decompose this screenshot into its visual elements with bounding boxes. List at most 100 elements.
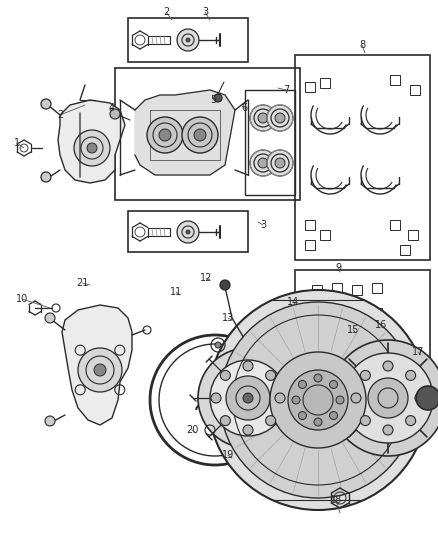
Circle shape xyxy=(220,416,230,426)
Circle shape xyxy=(330,340,438,456)
Circle shape xyxy=(406,370,416,381)
Circle shape xyxy=(314,374,322,382)
Circle shape xyxy=(194,129,206,141)
Circle shape xyxy=(211,393,221,403)
Text: 20: 20 xyxy=(186,425,198,435)
Circle shape xyxy=(265,416,276,426)
Bar xyxy=(320,78,330,88)
Circle shape xyxy=(74,130,110,166)
Text: 21: 21 xyxy=(76,278,88,288)
Circle shape xyxy=(275,393,285,403)
Bar xyxy=(372,283,382,293)
Circle shape xyxy=(210,360,286,436)
Circle shape xyxy=(220,302,416,498)
Circle shape xyxy=(416,386,438,410)
Text: 12: 12 xyxy=(200,273,212,283)
Circle shape xyxy=(87,143,97,153)
Bar xyxy=(312,335,322,345)
Circle shape xyxy=(258,113,268,123)
Circle shape xyxy=(406,416,416,426)
Circle shape xyxy=(250,150,276,176)
Bar xyxy=(390,75,400,85)
Circle shape xyxy=(186,38,190,42)
Circle shape xyxy=(351,393,361,403)
Bar xyxy=(295,270,430,365)
Circle shape xyxy=(220,370,230,381)
Circle shape xyxy=(177,29,199,51)
Text: 10: 10 xyxy=(16,294,28,304)
Circle shape xyxy=(360,416,371,426)
Circle shape xyxy=(415,393,425,403)
Circle shape xyxy=(298,411,307,419)
Circle shape xyxy=(243,393,253,403)
Circle shape xyxy=(298,381,307,389)
Polygon shape xyxy=(58,100,125,183)
Bar xyxy=(400,245,410,255)
Bar xyxy=(128,211,248,252)
Circle shape xyxy=(265,370,276,381)
Circle shape xyxy=(214,94,222,102)
Bar xyxy=(295,55,430,260)
Text: 8: 8 xyxy=(359,40,365,50)
Circle shape xyxy=(226,376,270,420)
Circle shape xyxy=(258,158,268,168)
Text: 19: 19 xyxy=(222,450,234,460)
Bar xyxy=(352,285,362,295)
Circle shape xyxy=(336,396,344,404)
Circle shape xyxy=(198,348,298,448)
Circle shape xyxy=(159,129,171,141)
Bar xyxy=(410,85,420,95)
Bar xyxy=(332,333,342,343)
Circle shape xyxy=(41,99,51,109)
Circle shape xyxy=(270,352,366,448)
Text: 17: 17 xyxy=(412,347,424,357)
Bar xyxy=(372,308,382,318)
Text: 1: 1 xyxy=(14,138,20,148)
Bar xyxy=(305,220,315,230)
Bar xyxy=(128,18,248,62)
Bar xyxy=(312,310,322,320)
Text: 3: 3 xyxy=(260,220,266,230)
Text: 4: 4 xyxy=(109,103,115,113)
Bar xyxy=(332,283,342,293)
Circle shape xyxy=(292,396,300,404)
Bar xyxy=(305,240,315,250)
Circle shape xyxy=(329,381,338,389)
Polygon shape xyxy=(62,305,132,425)
Circle shape xyxy=(329,411,338,419)
Polygon shape xyxy=(135,90,235,175)
Bar xyxy=(115,68,300,200)
Circle shape xyxy=(177,221,199,243)
Circle shape xyxy=(147,117,183,153)
Text: 5: 5 xyxy=(210,95,216,105)
Bar xyxy=(352,335,362,345)
Text: 16: 16 xyxy=(375,320,387,330)
Circle shape xyxy=(208,290,428,510)
Circle shape xyxy=(215,342,221,348)
Text: 18: 18 xyxy=(330,495,342,505)
Text: 15: 15 xyxy=(347,325,359,335)
Circle shape xyxy=(360,370,371,381)
Bar xyxy=(408,230,418,240)
Bar xyxy=(352,310,362,320)
Bar xyxy=(305,82,315,92)
Bar xyxy=(312,285,322,295)
Bar xyxy=(245,90,295,195)
Text: 3: 3 xyxy=(202,7,208,17)
Circle shape xyxy=(383,425,393,435)
Circle shape xyxy=(110,109,120,119)
Circle shape xyxy=(41,172,51,182)
Circle shape xyxy=(186,230,190,234)
Text: 2: 2 xyxy=(57,110,63,120)
Circle shape xyxy=(343,353,433,443)
Circle shape xyxy=(275,158,285,168)
Text: 9: 9 xyxy=(335,263,341,273)
Text: 14: 14 xyxy=(287,297,299,307)
Circle shape xyxy=(288,370,348,430)
Text: 6: 6 xyxy=(241,103,247,113)
Bar xyxy=(320,230,330,240)
Circle shape xyxy=(220,280,230,290)
Circle shape xyxy=(182,117,218,153)
Text: 11: 11 xyxy=(170,287,182,297)
Circle shape xyxy=(45,416,55,426)
